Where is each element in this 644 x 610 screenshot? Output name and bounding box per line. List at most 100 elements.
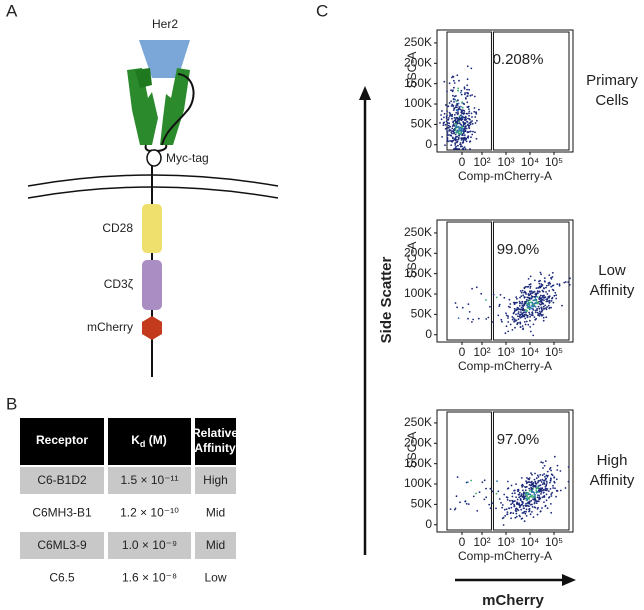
event-dot [547, 304, 550, 307]
event-dot [458, 122, 461, 124]
event-dot [527, 478, 530, 480]
event-dot [466, 131, 469, 134]
event-dot [505, 312, 507, 315]
event-dot [448, 111, 451, 114]
event-dot [520, 291, 523, 294]
event-dot [463, 110, 466, 112]
event-dot [483, 498, 486, 501]
gate [446, 411, 492, 531]
event-dot [554, 487, 556, 490]
event-dot [541, 284, 544, 286]
event-dot [451, 117, 453, 120]
event-dot [548, 290, 551, 292]
event-dot [462, 112, 464, 115]
event-dot [504, 515, 506, 517]
event-dot [547, 296, 550, 298]
event-dot [524, 309, 527, 312]
event-dot [519, 321, 521, 324]
event-dot [517, 315, 519, 318]
y-tick-label: 150K [404, 76, 432, 90]
event-dot [451, 130, 454, 133]
event-dot [452, 98, 455, 101]
event-dot [521, 325, 524, 327]
event-dot [545, 286, 547, 289]
event-dot [446, 90, 448, 93]
event-dot [539, 271, 542, 274]
event-dot [454, 129, 457, 132]
event-dot [555, 495, 557, 498]
event-dot [528, 502, 531, 505]
event-dot [542, 316, 545, 319]
event-dot [517, 312, 519, 315]
event-dot [457, 136, 460, 139]
event-dot [467, 503, 470, 505]
event-dot [529, 513, 532, 516]
event-dot [474, 116, 477, 118]
event-dot [525, 485, 528, 488]
event-dot [469, 130, 471, 133]
event-dot [541, 302, 544, 304]
event-dot [529, 326, 532, 328]
event-dot [456, 74, 459, 77]
event-dot [497, 490, 500, 493]
plot-frame [436, 409, 574, 533]
event-dot [547, 490, 550, 492]
event-dot [531, 494, 533, 497]
event-dot [501, 320, 503, 323]
event-dot [461, 110, 463, 113]
event-dot [454, 133, 457, 136]
event-dot [524, 291, 527, 294]
event-dot [517, 490, 519, 493]
event-dot [474, 131, 476, 134]
event-dot [463, 103, 466, 105]
event-dot [447, 124, 450, 127]
y-tick-label: 250K [404, 415, 432, 429]
event-dot [514, 516, 517, 519]
event-dot [534, 309, 537, 312]
x-label: Comp-mCherry-A [458, 169, 552, 183]
event-dot [455, 111, 458, 114]
event-dot [448, 115, 451, 117]
event-dot [520, 508, 523, 511]
event-dot [446, 130, 448, 133]
panel-label: C [316, 1, 328, 20]
mcherry-domain [142, 316, 162, 340]
event-dot [480, 292, 483, 295]
event-dot [464, 148, 467, 150]
event-dot [510, 503, 512, 506]
header-text: (M) [145, 433, 166, 447]
event-dot [536, 474, 539, 477]
event-dot [531, 292, 534, 294]
event-dot [522, 492, 525, 495]
event-dot [530, 483, 533, 486]
event-dot [468, 110, 471, 113]
event-dot [549, 466, 552, 469]
event-dot [446, 110, 448, 112]
event-dot [451, 115, 453, 118]
event-dot [547, 300, 550, 302]
event-dot [511, 502, 514, 504]
event-dot [460, 93, 463, 96]
event-dot [556, 490, 559, 492]
axis-title: mCherry [482, 592, 544, 609]
event-dot [534, 494, 537, 496]
event-dot [471, 94, 473, 96]
event-dot [460, 89, 463, 92]
event-dot [463, 146, 466, 149]
gate [492, 31, 570, 151]
event-dot [547, 474, 549, 477]
event-dot [532, 495, 535, 498]
event-dot [522, 498, 525, 501]
event-dot [457, 102, 460, 105]
event-dot [541, 299, 544, 301]
event-dot [564, 281, 567, 283]
event-dot [470, 67, 473, 70]
event-dot [447, 118, 450, 121]
event-dot [531, 473, 533, 476]
event-dot [459, 142, 462, 144]
event-dot [545, 291, 547, 293]
event-dot [466, 92, 468, 94]
event-dot [534, 480, 537, 483]
event-dot [457, 120, 460, 123]
event-dot [469, 123, 472, 126]
